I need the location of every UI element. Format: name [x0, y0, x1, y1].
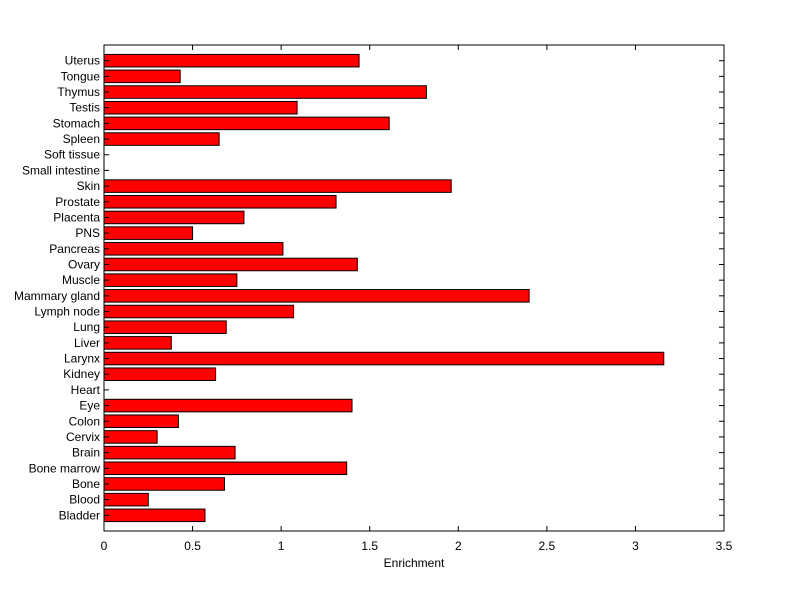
category-label: Placenta	[53, 210, 100, 224]
bar	[103, 445, 236, 460]
x-tick-label: 1.5	[361, 539, 378, 553]
category-label: Stomach	[53, 116, 100, 130]
bar	[103, 304, 295, 319]
bar	[103, 367, 217, 381]
category-label: Muscle	[62, 273, 100, 287]
bar	[103, 351, 665, 366]
category-label: Kidney	[63, 367, 100, 381]
bar	[103, 242, 284, 256]
category-label: PNS	[75, 226, 100, 240]
category-label: Skin	[77, 179, 100, 193]
bar	[103, 273, 238, 287]
category-label: Prostate	[55, 195, 100, 209]
category-label: Cervix	[66, 430, 100, 444]
bar	[103, 398, 353, 413]
bar	[103, 461, 348, 476]
bar	[103, 53, 360, 68]
bar	[103, 132, 220, 146]
category-label: Pancreas	[49, 242, 100, 256]
category-label: Spleen	[63, 132, 100, 146]
bar	[103, 257, 358, 272]
bar	[103, 477, 225, 491]
bar	[103, 430, 158, 444]
category-label: Tongue	[61, 69, 101, 83]
category-label: Uterus	[65, 54, 100, 68]
x-axis-title: Enrichment	[384, 556, 445, 570]
bar	[103, 195, 337, 209]
category-label: Ovary	[68, 257, 100, 271]
category-label: Liver	[74, 336, 100, 350]
bar	[103, 508, 206, 523]
plot-frame	[103, 44, 725, 532]
bar	[103, 226, 194, 240]
category-label: Eye	[79, 399, 100, 413]
category-label: Blood	[69, 493, 100, 507]
x-tick-label: 1	[278, 539, 285, 553]
bar	[103, 336, 172, 350]
x-tick-label: 0	[101, 539, 108, 553]
category-label: Bone marrow	[29, 461, 101, 475]
x-tick-label: 2.5	[539, 539, 556, 553]
bar	[103, 414, 179, 429]
bar	[103, 320, 227, 334]
x-tick-label: 2	[455, 539, 462, 553]
category-label: Testis	[69, 101, 100, 115]
category-label: Small intestine	[22, 163, 100, 177]
category-label: Larynx	[64, 352, 100, 366]
bar	[103, 69, 181, 84]
category-label: Brain	[72, 446, 100, 460]
bar	[103, 100, 298, 115]
x-tick-label: 3.5	[716, 539, 733, 553]
category-label: Thymus	[57, 85, 100, 99]
category-label: Colon	[69, 414, 100, 428]
bar	[103, 85, 427, 99]
category-label: Lymph node	[34, 305, 100, 319]
category-label: Heart	[71, 383, 101, 397]
category-label: Soft tissue	[44, 148, 100, 162]
bar	[103, 179, 452, 193]
category-label: Bone	[72, 477, 100, 491]
category-label: Bladder	[59, 508, 100, 522]
bar	[103, 116, 390, 131]
category-label: Mammary gland	[14, 289, 100, 303]
x-tick-label: 0.5	[184, 539, 201, 553]
bar	[103, 289, 530, 303]
x-tick-label: 3	[632, 539, 639, 553]
bar	[103, 492, 149, 507]
category-label: Lung	[73, 320, 100, 334]
bars	[103, 53, 665, 523]
bar	[103, 210, 245, 225]
